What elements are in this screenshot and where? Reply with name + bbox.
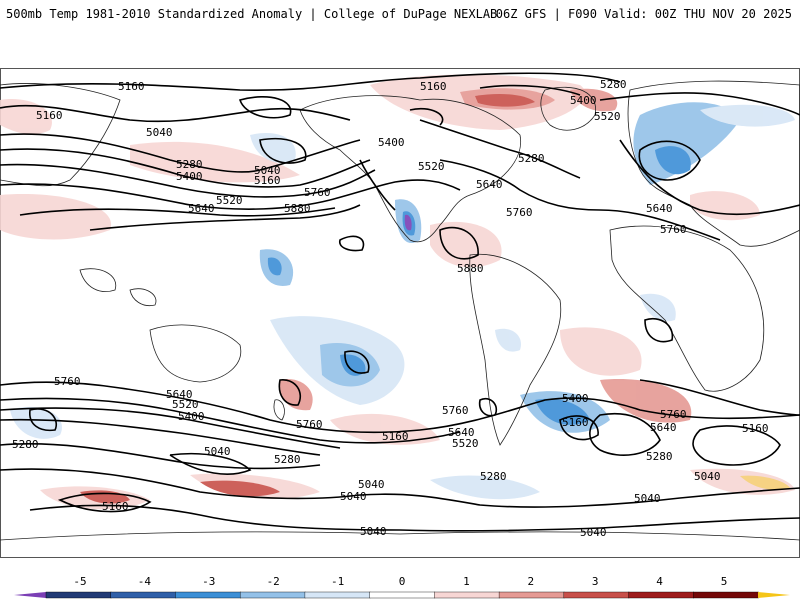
height-label: 5640 [166,388,193,401]
cool-anomaly-shading [10,102,795,500]
colorbar-swatches [14,591,790,599]
colorbar-tick-label: -4 [138,575,152,588]
australia-outline [149,324,242,383]
colorbar-tick-label: 4 [656,575,663,588]
colorbar-tick-label: 3 [592,575,599,588]
colorbar: -5 -4 -3 -2 -1 0 1 2 3 4 5 [14,575,790,599]
colorbar-swatch [693,591,759,599]
height-label: 5040 [204,445,231,458]
colorbar-swatch [45,591,112,599]
height-label: 5040 [146,126,173,139]
colorbar-tick-label: 0 [399,575,406,588]
height-label: 5520 [594,110,621,123]
africa-outline [609,225,765,392]
height-label: 5040 [360,525,387,538]
colorbar-tick-label: 5 [721,575,728,588]
height-label: 5160 [118,80,145,93]
height-label: 5880 [284,202,311,215]
height-label: 5280 [480,470,507,483]
colorbar-tick-label: -3 [202,575,215,588]
south-america-outline [469,253,562,446]
colorbar-tick-label: -5 [73,575,86,588]
new-zealand-outline [273,399,285,421]
height-label: 5160 [562,416,589,429]
height-label: 5760 [506,206,533,219]
height-label: 5640 [448,426,475,439]
height-contours [0,72,800,532]
height-label: 5040 [694,470,721,483]
height-label: 5520 [418,160,445,173]
height-label: 5640 [650,421,677,434]
height-label: 5040 [580,526,607,539]
height-label: 5040 [634,492,661,505]
height-label: 5760 [54,375,81,388]
height-label: 5160 [420,80,447,93]
height-label: 5280 [518,152,545,165]
colorbar-swatch [758,592,790,598]
anomaly-map: 5160 5040 5160 5280 5400 5160 5040 5640 … [0,68,800,558]
height-label: 5760 [660,408,687,421]
colorbar-tick-label: -1 [331,575,344,588]
height-label: 5160 [102,500,129,513]
height-label: 5520 [172,398,199,411]
map-title: 500mb Temp 1981-2010 Standardized Anomal… [6,7,498,21]
height-label: 5400 [378,136,405,149]
height-label: 5520 [216,194,243,207]
colorbar-tick-label: 1 [463,575,470,588]
height-label: 5880 [457,262,484,275]
colorbar-swatch [563,591,630,599]
antarctica-outline [0,531,800,541]
colorbar-swatch [498,591,565,599]
run-info: 06Z GFS | F090 Valid: 00Z THU NOV 20 202… [495,7,792,21]
colorbar-swatch [369,591,436,599]
colorbar-swatch [110,591,177,599]
colorbar-swatch [304,591,371,599]
colorbar-swatch [628,591,694,599]
height-label: 5400 [570,94,597,107]
greenland-outline [540,86,597,131]
height-label: 5160 [382,430,409,443]
height-label: 5280 [274,453,301,466]
height-label: 5160 [254,174,281,187]
contour-labels: 5160 5040 5160 5280 5400 5160 5040 5640 … [12,78,769,539]
height-label: 5160 [742,422,769,435]
colorbar-swatch [239,591,306,599]
height-label: 5040 [254,164,281,177]
height-label: 5400 [562,392,589,405]
height-label: 5040 [340,490,367,503]
colorbar-tick-labels: -5 -4 -3 -2 -1 0 1 2 3 4 5 [73,575,727,588]
height-label: 5520 [452,437,479,450]
height-label: 5160 [36,109,63,122]
colorbar-swatch [434,591,500,599]
height-label: 5280 [646,450,673,463]
height-label: 5280 [600,78,627,91]
colorbar-tick-label: -2 [267,575,280,588]
height-label: 5640 [476,178,503,191]
colorbar-swatch [175,591,241,599]
height-label: 5760 [442,404,469,417]
title-bar: 500mb Temp 1981-2010 Standardized Anomal… [0,0,800,28]
colorbar-tick-label: 2 [527,575,534,588]
height-label: 5640 [188,202,215,215]
height-label: 5640 [646,202,673,215]
height-label: 5760 [296,418,323,431]
height-label: 5400 [176,170,203,183]
southeast-asia-islands [79,268,157,307]
height-label: 5280 [12,438,39,451]
height-label: 5040 [358,478,385,491]
height-label: 5760 [304,186,331,199]
height-label: 5400 [178,410,205,423]
height-label: 5760 [660,223,687,236]
colorbar-swatch [14,592,46,598]
height-label: 5280 [176,158,203,171]
